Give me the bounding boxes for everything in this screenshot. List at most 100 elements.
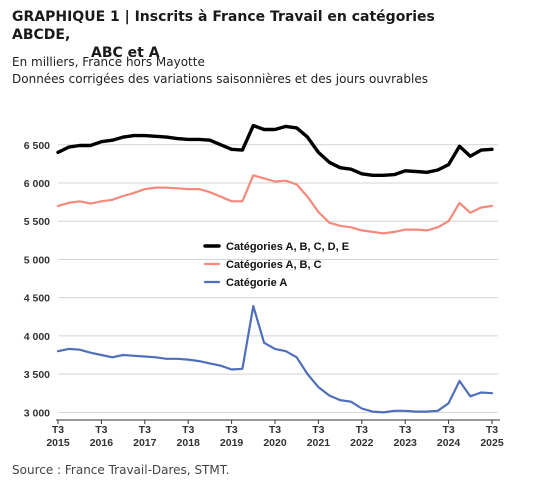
data-point-s0-14 (209, 139, 211, 141)
data-point-s2-7 (133, 354, 135, 357)
x-tick-label-quarter-5: T3 (269, 424, 281, 436)
data-point-s1-8 (144, 188, 146, 190)
data-point-s2-2 (78, 348, 81, 351)
legend-label-2: Catégorie A (226, 277, 287, 289)
data-point-s0-20 (274, 128, 276, 131)
x-tick-label-year-6: 2021 (307, 437, 331, 449)
y-tick-label-7: 6 500 (24, 140, 50, 152)
data-point-s2-14 (209, 362, 211, 365)
data-point-s1-23 (306, 195, 309, 198)
x-tick-label-year-0: 2015 (46, 437, 70, 449)
data-point-s1-37 (458, 202, 461, 204)
x-tick-label-year-10: 2025 (480, 437, 504, 449)
x-tick-label-quarter-0: T3 (52, 424, 64, 436)
data-point-s0-17 (241, 149, 244, 151)
data-point-s1-20 (274, 180, 276, 183)
data-point-s2-3 (89, 351, 92, 354)
x-tick-label-quarter-4: T3 (225, 424, 237, 436)
series-line-1 (56, 174, 494, 235)
data-point-s1-39 (480, 206, 482, 209)
data-point-s1-1 (68, 202, 70, 204)
y-tick-label-5: 5 500 (24, 216, 50, 228)
data-point-s0-4 (100, 140, 103, 143)
x-tick-label-year-7: 2022 (350, 437, 374, 449)
data-point-s1-36 (447, 220, 450, 223)
data-point-s2-13 (198, 360, 200, 362)
data-point-s2-20 (274, 348, 276, 350)
data-point-s0-6 (122, 136, 124, 138)
data-point-s0-30 (382, 174, 385, 177)
data-point-s1-19 (263, 177, 265, 180)
y-tick-label-3: 4 500 (24, 293, 50, 305)
data-point-s0-21 (285, 125, 287, 128)
data-point-s2-17 (241, 367, 244, 370)
x-tick-label-year-2: 2017 (133, 437, 157, 449)
data-point-s2-6 (122, 354, 124, 356)
data-point-s1-27 (350, 226, 352, 229)
x-tick-label-quarter-6: T3 (312, 424, 324, 436)
data-point-s1-38 (469, 212, 472, 214)
data-point-s2-39 (480, 391, 482, 394)
data-point-s1-26 (339, 225, 341, 227)
source-note: Source : France Travail-Dares, STMT. (12, 463, 230, 477)
data-point-s0-13 (198, 138, 200, 141)
legend-label-0: Catégories A, B, C, D, E (226, 241, 349, 253)
y-tick-label-1: 3 500 (24, 369, 50, 381)
data-point-s2-10 (165, 358, 168, 360)
data-point-s1-14 (209, 191, 211, 193)
data-point-s1-33 (415, 228, 417, 231)
y-tick-label-4: 5 000 (24, 254, 50, 266)
series-line-2 (56, 305, 494, 414)
data-point-s0-7 (133, 134, 135, 137)
series-line-0 (56, 123, 494, 178)
data-point-s1-2 (78, 200, 81, 203)
data-point-s1-9 (154, 186, 157, 189)
data-point-s2-27 (350, 400, 352, 403)
x-tick-label-quarter-3: T3 (182, 424, 194, 436)
data-point-s2-22 (295, 356, 298, 359)
data-point-s0-34 (426, 171, 428, 174)
data-point-s2-33 (415, 410, 417, 413)
data-point-s2-4 (100, 354, 103, 356)
data-point-s1-32 (404, 228, 407, 231)
data-point-s1-10 (165, 186, 168, 189)
data-point-s2-26 (339, 399, 341, 401)
x-tick-label-quarter-2: T3 (139, 424, 151, 436)
data-point-s0-22 (295, 127, 298, 129)
data-point-s0-3 (89, 144, 92, 147)
data-point-s0-11 (176, 137, 179, 140)
data-point-s2-37 (458, 380, 461, 382)
x-tick-label-year-3: 2018 (177, 437, 201, 449)
data-point-s1-22 (295, 183, 298, 186)
data-point-s1-7 (133, 192, 135, 194)
data-point-s1-35 (436, 226, 439, 229)
data-point-s2-11 (176, 358, 179, 360)
data-point-s0-0 (57, 151, 59, 154)
data-point-s0-10 (165, 136, 168, 138)
data-point-s0-16 (230, 148, 233, 151)
data-point-s1-16 (230, 200, 233, 203)
data-point-s1-31 (393, 231, 396, 233)
x-tick-label-year-9: 2024 (437, 437, 461, 449)
data-point-s2-23 (306, 373, 309, 375)
data-point-s2-36 (447, 402, 450, 404)
data-point-s2-16 (230, 368, 233, 371)
data-point-s0-28 (361, 173, 363, 175)
data-point-s0-37 (458, 145, 461, 148)
data-point-s2-35 (436, 410, 439, 412)
data-point-s0-25 (328, 161, 331, 164)
data-point-s0-29 (371, 174, 374, 177)
x-tick-label-quarter-7: T3 (356, 424, 368, 436)
data-point-s0-33 (415, 170, 417, 173)
data-point-s2-19 (263, 341, 265, 344)
x-tick-label-quarter-10: T3 (486, 424, 498, 436)
data-point-s1-28 (361, 229, 363, 232)
data-point-s0-38 (469, 155, 472, 158)
data-point-s0-2 (78, 144, 81, 147)
data-point-s1-6 (122, 195, 124, 197)
y-tick-label-6: 6 000 (24, 178, 50, 190)
data-point-s2-29 (371, 410, 374, 413)
data-point-s2-1 (68, 348, 70, 350)
data-point-s0-35 (436, 169, 439, 171)
